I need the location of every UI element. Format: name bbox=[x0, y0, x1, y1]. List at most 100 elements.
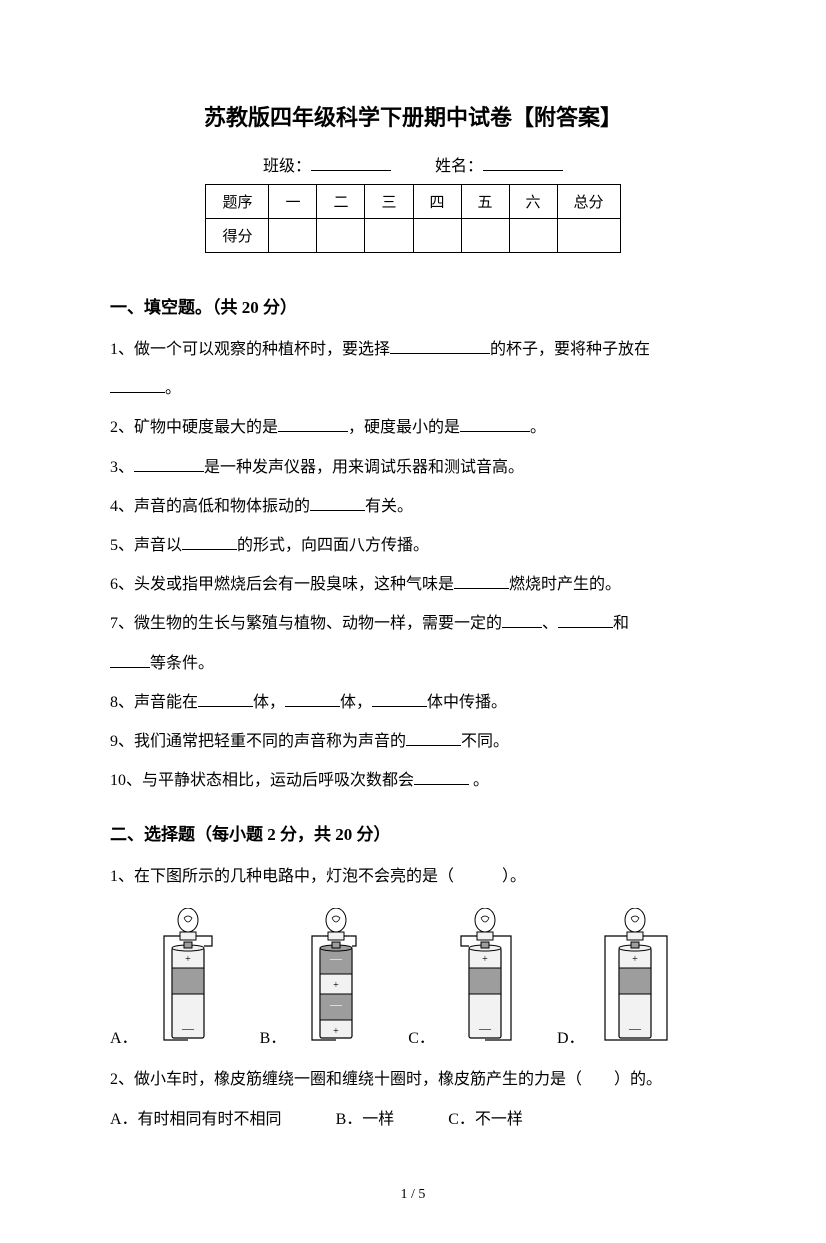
svg-text:+: + bbox=[333, 1026, 339, 1037]
q1-cont: 。 bbox=[110, 371, 716, 406]
q2: 2、矿物中硬度最大的是，硬度最小的是。 bbox=[110, 410, 716, 445]
blank[interactable] bbox=[285, 691, 340, 707]
circuit-b: B． — + — + bbox=[260, 908, 381, 1048]
q-text: 、 bbox=[542, 615, 558, 632]
section2-title: 二、选择题（每小题 2 分，共 20 分） bbox=[110, 820, 716, 845]
page-number: 1 / 5 bbox=[110, 1187, 716, 1203]
table-row: 题序 一 二 三 四 五 六 总分 bbox=[206, 185, 620, 219]
name-blank[interactable] bbox=[483, 153, 563, 171]
circuit-diagram-icon: — + — + bbox=[292, 908, 380, 1048]
blank[interactable] bbox=[454, 573, 509, 589]
class-label: 班级： bbox=[263, 158, 311, 175]
circuit-diagram-icon: + — bbox=[144, 908, 232, 1048]
label-b: B． bbox=[260, 1024, 287, 1048]
blank[interactable] bbox=[110, 377, 165, 393]
label-a: A． bbox=[110, 1024, 138, 1048]
q-text: 。 bbox=[530, 419, 546, 436]
q-text: 。 bbox=[165, 380, 181, 397]
blank[interactable] bbox=[414, 769, 469, 785]
blank[interactable] bbox=[558, 612, 613, 628]
th-total: 总分 bbox=[557, 185, 620, 219]
q-text: 7、微生物的生长与繁殖与植物、动物一样，需要一定的 bbox=[110, 615, 502, 632]
q-text: 燃烧时产生的。 bbox=[509, 576, 621, 593]
q1: 1、做一个可以观察的种植杯时，要选择 的杯子，要将种子放在 bbox=[110, 332, 716, 367]
option-a: A．有时相同有时不相同 bbox=[110, 1111, 282, 1128]
q-text: 体中传播。 bbox=[427, 694, 507, 711]
q-text: 和 bbox=[613, 615, 629, 632]
option-b: B．一样 bbox=[336, 1111, 395, 1128]
blank[interactable] bbox=[460, 416, 530, 432]
score-cell[interactable] bbox=[509, 219, 557, 253]
svg-text:+: + bbox=[632, 954, 638, 965]
score-cell[interactable] bbox=[461, 219, 509, 253]
circuit-c: C． + — bbox=[408, 908, 529, 1048]
name-label: 姓名： bbox=[435, 158, 483, 175]
svg-text:—: — bbox=[181, 1021, 195, 1035]
q-text: 的杯子，要将种子放在 bbox=[490, 341, 650, 358]
info-row: 班级： 姓名： bbox=[110, 152, 716, 176]
q-text: 有关。 bbox=[365, 498, 413, 515]
circuit-diagram-icon: + — bbox=[441, 908, 529, 1048]
blank[interactable] bbox=[390, 338, 490, 354]
q-text: 体， bbox=[253, 694, 285, 711]
blank[interactable] bbox=[182, 534, 237, 550]
q-text: 等条件。 bbox=[150, 655, 214, 672]
q-text: 4、声音的高低和物体振动的 bbox=[110, 498, 310, 515]
q-text: 5、声音以 bbox=[110, 537, 182, 554]
blank[interactable] bbox=[110, 652, 150, 668]
label-c: C． bbox=[408, 1024, 435, 1048]
th-2: 二 bbox=[317, 185, 365, 219]
score-cell[interactable] bbox=[557, 219, 620, 253]
score-cell[interactable] bbox=[413, 219, 461, 253]
option-c: C．不一样 bbox=[448, 1111, 523, 1128]
th-6: 六 bbox=[509, 185, 557, 219]
label-d: D． bbox=[557, 1024, 585, 1048]
q6: 6、头发或指甲燃烧后会有一股臭味，这种气味是燃烧时产生的。 bbox=[110, 567, 716, 602]
q-text: 10、与平静状态相比，运动后呼吸次数都会 bbox=[110, 772, 414, 789]
score-cell[interactable] bbox=[269, 219, 317, 253]
circuit-row: A． + — B． — + — + bbox=[110, 908, 716, 1048]
q9: 9、我们通常把轻重不同的声音称为声音的不同。 bbox=[110, 724, 716, 759]
q-text: 8、声音能在 bbox=[110, 694, 198, 711]
th-3: 三 bbox=[365, 185, 413, 219]
s2-q2: 2、做小车时，橡皮筋缠绕一圈和缠绕十圈时，橡皮筋产生的力是（ ）的。 bbox=[110, 1062, 716, 1097]
blank[interactable] bbox=[372, 691, 427, 707]
blank[interactable] bbox=[134, 456, 204, 472]
q-text: 。 bbox=[469, 772, 489, 789]
q7-cont: 等条件。 bbox=[110, 646, 716, 681]
svg-text:—: — bbox=[329, 997, 343, 1011]
blank[interactable] bbox=[502, 612, 542, 628]
q8: 8、声音能在体，体，体中传播。 bbox=[110, 685, 716, 720]
th-1: 一 bbox=[269, 185, 317, 219]
th-seq: 题序 bbox=[206, 185, 269, 219]
section1-title: 一、填空题。（共 20 分） bbox=[110, 293, 716, 318]
score-label: 得分 bbox=[206, 219, 269, 253]
blank[interactable] bbox=[278, 416, 348, 432]
q5: 5、声音以的形式，向四面八方传播。 bbox=[110, 528, 716, 563]
svg-text:—: — bbox=[628, 1021, 642, 1035]
q10: 10、与平静状态相比，运动后呼吸次数都会 。 bbox=[110, 763, 716, 798]
score-cell[interactable] bbox=[317, 219, 365, 253]
class-blank[interactable] bbox=[311, 153, 391, 171]
score-cell[interactable] bbox=[365, 219, 413, 253]
th-4: 四 bbox=[413, 185, 461, 219]
blank[interactable] bbox=[310, 495, 365, 511]
q3: 3、是一种发声仪器，用来调试乐器和测试音高。 bbox=[110, 450, 716, 485]
svg-text:—: — bbox=[329, 951, 343, 965]
circuit-a: A． + — bbox=[110, 908, 232, 1048]
q4: 4、声音的高低和物体振动的 有关。 bbox=[110, 489, 716, 524]
q-text: 1、做一个可以观察的种植杯时，要选择 bbox=[110, 341, 390, 358]
score-table: 题序 一 二 三 四 五 六 总分 得分 bbox=[205, 184, 620, 253]
svg-text:—: — bbox=[478, 1021, 492, 1035]
blank[interactable] bbox=[198, 691, 253, 707]
svg-text:+: + bbox=[482, 954, 488, 965]
circuit-d: D． + — bbox=[557, 908, 679, 1048]
th-5: 五 bbox=[461, 185, 509, 219]
blank[interactable] bbox=[406, 730, 461, 746]
q-text: 9、我们通常把轻重不同的声音称为声音的 bbox=[110, 733, 406, 750]
q-text: 3、 bbox=[110, 459, 134, 476]
svg-text:+: + bbox=[333, 980, 339, 991]
table-row: 得分 bbox=[206, 219, 620, 253]
svg-text:+: + bbox=[185, 954, 191, 965]
s2-q1: 1、在下图所示的几种电路中，灯泡不会亮的是（ ）。 bbox=[110, 859, 716, 894]
